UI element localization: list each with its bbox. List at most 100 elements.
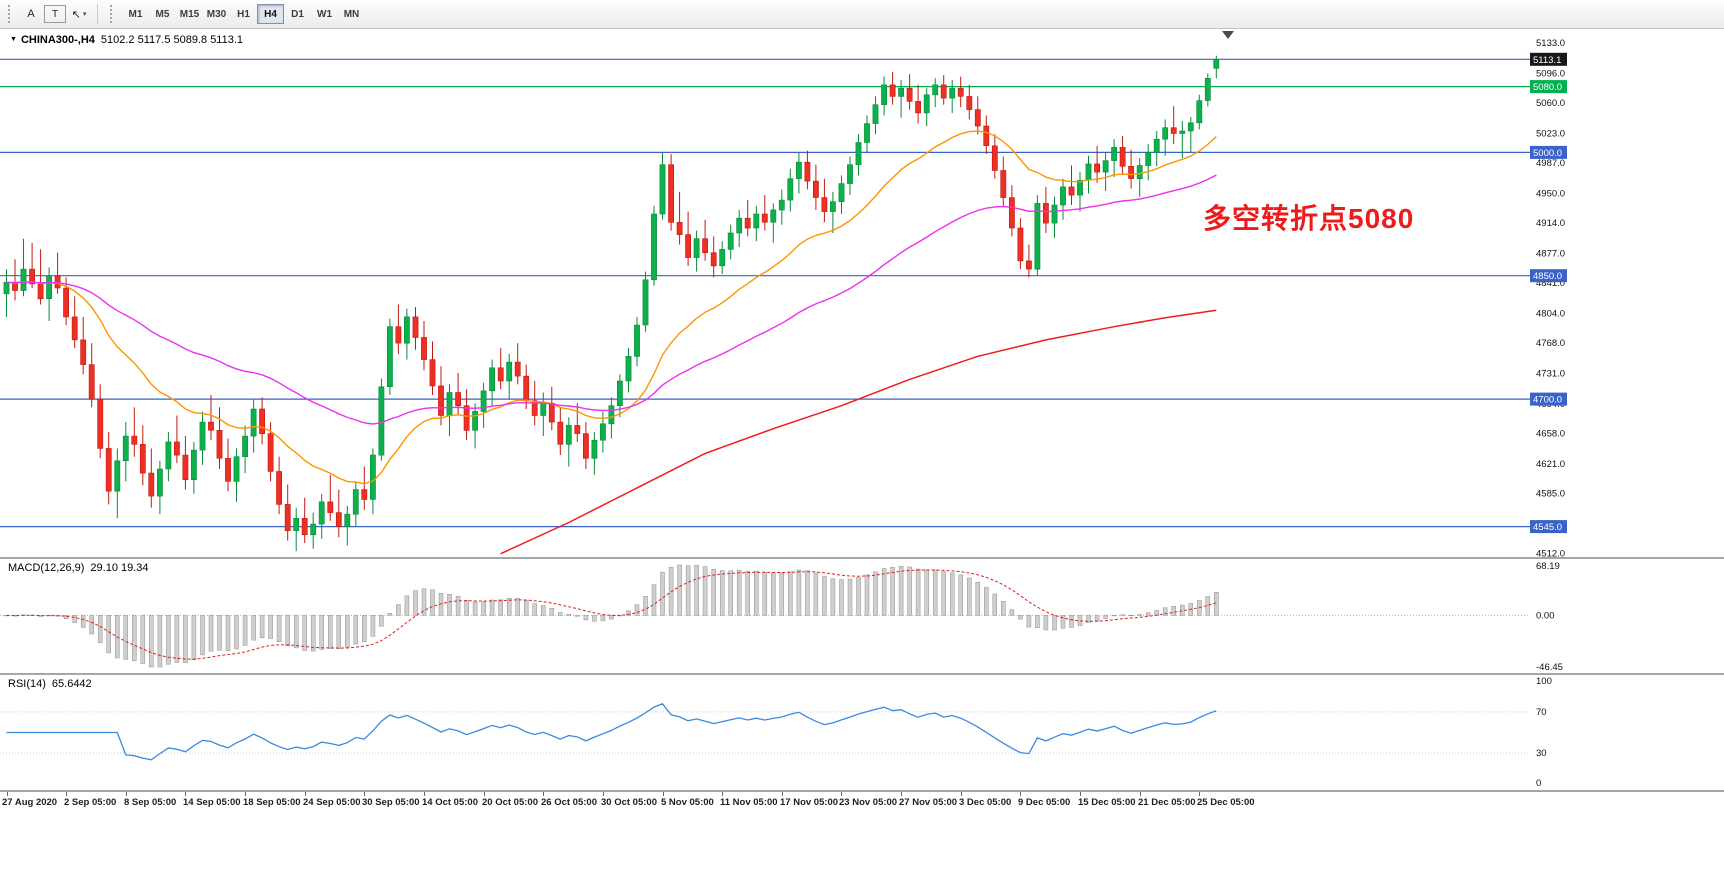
svg-text:5000.0: 5000.0 (1533, 148, 1562, 159)
svg-text:4545.0: 4545.0 (1533, 522, 1562, 533)
ma-mid-line (6, 174, 1217, 425)
text-tool-button[interactable]: T (44, 5, 66, 23)
price-badge-current-price (1530, 52, 1567, 66)
time-tick (245, 792, 246, 796)
svg-text:5080.0: 5080.0 (1533, 82, 1562, 93)
chart-title: ▼ CHINA300-,H4 5102.2 5117.5 5089.8 5113.1 (10, 34, 243, 46)
time-tick (901, 792, 902, 796)
timeframe-button-d1[interactable]: D1 (284, 4, 311, 24)
timeframe-button-m5[interactable]: M5 (149, 4, 176, 24)
time-tick (782, 792, 783, 796)
macd-axis-label: 68.19 (1536, 561, 1560, 572)
rsi-axis-label: 70 (1536, 707, 1547, 718)
price-badge-level-4700 (1530, 392, 1567, 406)
time-axis-label: 9 Dec 05:00 (1018, 797, 1071, 808)
symbol-dropdown-icon[interactable]: ▼ (10, 36, 17, 43)
macd-axis-label: 0.00 (1536, 610, 1555, 621)
time-tick (7, 792, 8, 796)
time-axis-label: 3 Dec 05:00 (959, 797, 1012, 808)
macd-title: MACD(12,26,9) 29.10 19.34 (8, 562, 149, 574)
time-tick (543, 792, 544, 796)
panel-divider[interactable] (0, 673, 1724, 675)
time-tick (722, 792, 723, 796)
time-axis-label: 23 Nov 05:00 (839, 797, 898, 808)
price-badge-level-4850 (1530, 269, 1567, 283)
chart-annotation-text: 多空转折点5080 (1203, 203, 1415, 234)
time-axis-label: 25 Dec 05:00 (1197, 797, 1255, 808)
rsi-axis-label: 0 (1536, 778, 1541, 789)
rsi-axis-label: 30 (1536, 748, 1547, 759)
dropdown-caret-icon: ▾ (82, 11, 87, 18)
candlestick-series (3, 55, 1220, 552)
price-tick-label: 4512.0 (1536, 549, 1565, 558)
time-axis[interactable]: 27 Aug 2020 2 Sep 05:00 8 Sep 05:00 14 Sep … (0, 792, 1724, 818)
price-tick-label: 4658.0 (1536, 429, 1565, 440)
rsi-values: 65.6442 (51, 678, 92, 690)
chart-shift-marker-icon[interactable] (1222, 31, 1234, 39)
price-tick-label: 5060.0 (1536, 98, 1565, 109)
time-axis-label: 20 Oct 05:00 (482, 797, 538, 808)
toolbar-grip[interactable] (8, 5, 13, 23)
macd-signal-line (6, 569, 1217, 660)
time-axis-label: 24 Sep 05:00 (303, 797, 361, 808)
price-badge-level-5000 (1530, 145, 1567, 159)
pointer-icon: ↖ (71, 8, 81, 21)
timeframe-toolbar-grip[interactable] (110, 5, 115, 23)
price-tick-label: 4585.0 (1536, 489, 1565, 500)
timeframe-button-m30[interactable]: M30 (203, 4, 230, 24)
svg-text:5113.1: 5113.1 (1533, 55, 1561, 66)
timeframe-button-w1[interactable]: W1 (311, 4, 338, 24)
rsi-axis[interactable]: 100 70 30 0 (1536, 676, 1552, 789)
main-toolbar: A T ↖ ▾ M1 M5 M15 M30 H1 H4 D1 W1 MN (0, 0, 1724, 29)
rsi-panel[interactable]: 100 70 30 0 (0, 675, 1724, 790)
timeframe-button-m1[interactable]: M1 (122, 4, 149, 24)
symbol-timeframe-label: CHINA300-,H4 (20, 34, 95, 46)
time-axis-label: 5 Nov 05:00 (661, 797, 714, 808)
time-tick (961, 792, 962, 796)
price-tick-label: 4841.0 (1536, 278, 1565, 289)
rsi-level-lines (0, 711, 1530, 754)
time-axis-label: 8 Sep 05:00 (124, 797, 177, 808)
time-axis-label: 27 Aug 2020 (2, 797, 58, 808)
drawing-tools-button[interactable]: ↖ ▾ (68, 4, 90, 25)
cursor-tool-button[interactable]: A (20, 4, 42, 25)
macd-values: 29.10 19.34 (90, 562, 149, 574)
price-axis[interactable]: 5133.0 5096.0 5060.0 5023.0 4987.0 4950.0 4914… (1530, 38, 1567, 558)
toolbar-separator (97, 4, 98, 24)
macd-axis-label: -46.45 (1536, 662, 1563, 673)
price-tick-label: 4731.0 (1536, 369, 1565, 380)
ohlc-values: 5102.2 5117.5 5089.8 5113.1 (100, 34, 244, 46)
time-tick (1080, 792, 1081, 796)
time-axis-label: 30 Oct 05:00 (601, 797, 657, 808)
ma-fast-line (6, 130, 1217, 485)
timeframe-button-m15[interactable]: M15 (176, 4, 203, 24)
chart-area: 5133.0 5096.0 5060.0 5023.0 4987.0 4950.0 4914… (0, 29, 1724, 894)
price-tick-label: 4621.0 (1536, 459, 1565, 470)
time-axis-divider[interactable] (0, 790, 1724, 792)
time-axis-label: 11 Nov 05:00 (720, 797, 778, 808)
time-tick (364, 792, 365, 796)
time-axis-label: 17 Nov 05:00 (780, 797, 839, 808)
price-tick-label: 4877.0 (1536, 249, 1565, 260)
timeframe-button-mn[interactable]: MN (338, 4, 365, 24)
svg-text:4850.0: 4850.0 (1533, 271, 1562, 282)
price-badge-level-4545 (1530, 520, 1567, 534)
timeframe-button-h1[interactable]: H1 (230, 4, 257, 24)
price-tick-label: 4950.0 (1536, 189, 1565, 200)
time-axis-label: 2 Sep 05:00 (64, 797, 117, 808)
rsi-line (6, 703, 1217, 761)
time-tick (1020, 792, 1021, 796)
panel-divider[interactable] (0, 557, 1724, 559)
horizontal-level-lines[interactable] (0, 58, 1530, 528)
price-tick-label: 5096.0 (1536, 68, 1565, 79)
time-tick (424, 792, 425, 796)
time-axis-label: 26 Oct 05:00 (541, 797, 597, 808)
time-axis-label: 14 Oct 05:00 (422, 797, 478, 808)
macd-panel[interactable]: 68.19 0.00 -46.45 (0, 559, 1724, 673)
price-tick-label: 4914.0 (1536, 218, 1565, 229)
svg-text:4700.0: 4700.0 (1533, 395, 1562, 406)
price-chart-panel[interactable]: 5133.0 5096.0 5060.0 5023.0 4987.0 4950.0 4914… (0, 29, 1724, 558)
macd-axis[interactable]: 68.19 0.00 -46.45 (1536, 561, 1563, 673)
time-tick (603, 792, 604, 796)
timeframe-button-h4[interactable]: H4 (257, 4, 284, 24)
